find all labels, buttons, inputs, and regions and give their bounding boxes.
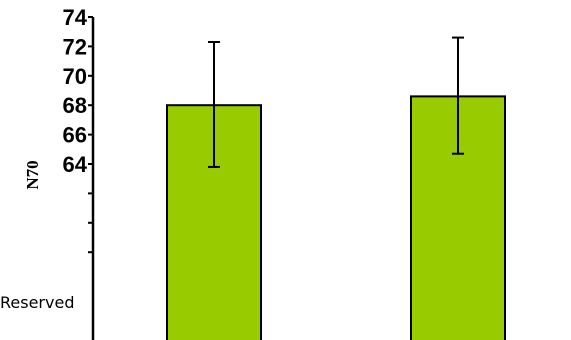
bars [166,36,506,340]
y-tick-label: 68 [63,93,87,118]
annotation-text: Reserved [0,293,74,312]
y-tick-label: 64 [63,152,88,177]
y-tick-label: 66 [63,123,87,148]
y-tick-label: 74 [63,5,88,30]
y-tick-label: 70 [63,64,87,89]
y-tick-label: 72 [63,34,87,59]
y-axis: 64 66 68 70 72 74 [63,5,95,340]
y-axis-label: N70 [23,160,42,189]
